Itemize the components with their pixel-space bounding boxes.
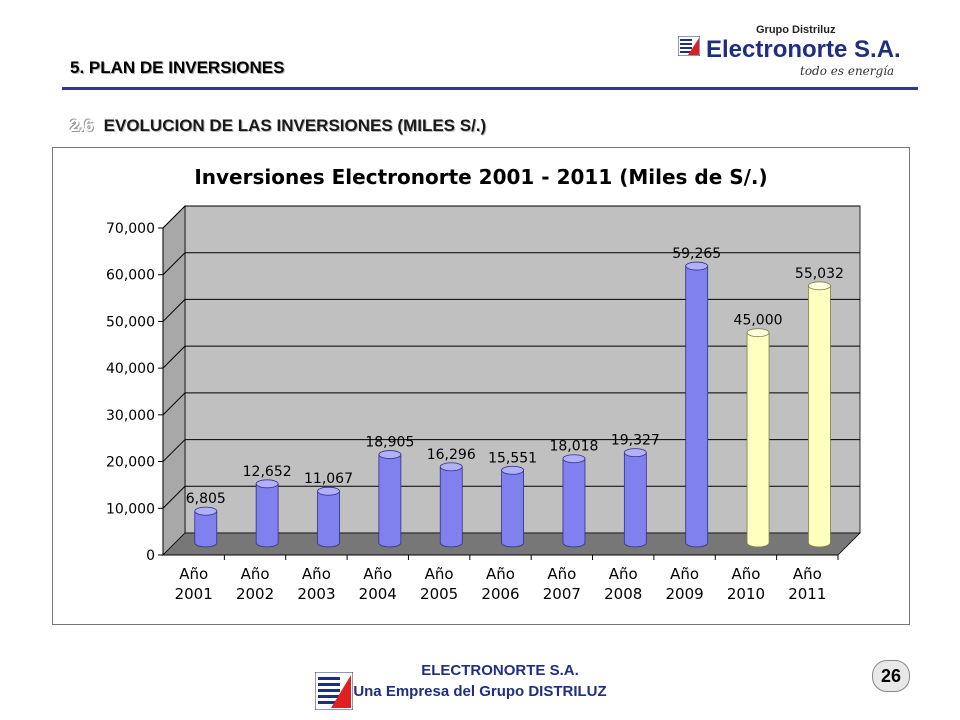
company-logo: Grupo Distriluz Electronorte S.A. todo e…: [676, 18, 916, 80]
x-tick-label: Año: [609, 565, 638, 583]
bar-top-2004: [378, 450, 402, 459]
header-rule: [62, 87, 918, 90]
y-tick-label: 0: [146, 548, 155, 564]
gridline: [162, 252, 860, 276]
footer: ELECTRONORTE S.A. Una Empresa del Grupo …: [0, 662, 960, 700]
value-label: 18,905: [365, 435, 414, 451]
x-tick-label: 2008: [604, 585, 642, 603]
x-tick-label: Año: [241, 565, 270, 583]
x-tick-label: Año: [363, 565, 392, 583]
y-tick-label: 30,000: [106, 408, 155, 424]
subsection-text: EVOLUCION DE LAS INVERSIONES (MILES S/.): [103, 116, 487, 135]
gridline: [162, 205, 860, 229]
bar-2011: [808, 285, 831, 548]
x-tick-label: Año: [731, 565, 760, 583]
section-title: 5. PLAN DE INVERSIONES: [70, 58, 285, 77]
y-tick-label: 20,000: [106, 455, 155, 471]
logo-brand-name: Electronorte S.A.: [706, 36, 901, 63]
x-tick-label: Año: [179, 565, 208, 583]
x-tick-label: 2009: [665, 585, 703, 603]
y-tick-label: 60,000: [106, 268, 155, 284]
gridline: [162, 298, 860, 322]
bar-top-2007: [562, 454, 586, 464]
bar-top-2001: [194, 506, 218, 516]
bar-top-2003: [317, 486, 340, 496]
value-label: 55,032: [795, 266, 844, 282]
subsection-title: 2.6 EVOLUCION DE LAS INVERSIONES (MILES S…: [70, 116, 486, 136]
bar-2001: [194, 510, 218, 548]
value-label: 59,265: [672, 246, 721, 262]
bar-2008: [623, 452, 647, 548]
x-tick-label: 2011: [788, 585, 826, 603]
value-label: 15,551: [488, 450, 537, 466]
gridline: [162, 392, 860, 416]
value-label: 19,327: [611, 433, 660, 449]
bar-top-2005: [439, 462, 463, 472]
bar-top-2008: [623, 448, 647, 458]
bar-2007: [562, 458, 586, 548]
x-tick-label: 2007: [543, 585, 581, 603]
value-label: 45,000: [734, 313, 783, 329]
value-label: 16,296: [427, 447, 476, 463]
x-tick-label: 2001: [175, 585, 213, 603]
bar-top-2009: [685, 261, 709, 271]
bar-2006: [501, 469, 524, 548]
footer-tagline: Una Empresa del Grupo DISTRILUZ: [353, 683, 607, 700]
bar-2009: [685, 265, 709, 548]
bar-top-2006: [501, 465, 525, 475]
x-tick-label: 2003: [297, 585, 335, 603]
x-tick-label: 2006: [481, 585, 519, 603]
y-tick-label: 10,000: [106, 501, 155, 517]
x-tick-label: Año: [486, 565, 515, 583]
page-number: 26: [872, 660, 910, 692]
x-tick-label: 2010: [727, 585, 765, 603]
subsection-number: 2.6: [70, 116, 94, 135]
bar-2005: [439, 466, 463, 548]
bar-2002: [255, 483, 279, 548]
electronorte-logo-icon: [678, 36, 700, 56]
y-tick-label: 70,000: [106, 221, 155, 237]
investment-chart: Inversiones Electronorte 2001 - 2011 (Mi…: [106, 165, 861, 603]
bar-2003: [317, 490, 340, 548]
x-tick-label: Año: [670, 565, 699, 583]
bar-2010: [746, 332, 770, 548]
x-tick-label: Año: [547, 565, 576, 583]
chart-side-wall: [162, 205, 186, 556]
value-label: 11,067: [304, 471, 353, 487]
x-tick-label: 2005: [420, 585, 458, 603]
x-tick-label: Año: [793, 565, 822, 583]
logo-group-name: Grupo Distriluz: [756, 24, 836, 36]
bar-top-2011: [808, 281, 831, 291]
bar-top-2002: [255, 479, 279, 489]
y-tick-label: 50,000: [106, 314, 155, 330]
x-tick-label: 2002: [236, 585, 274, 603]
distriluz-logo-icon: [315, 672, 353, 710]
footer-company-name: ELECTRONORTE S.A.: [421, 662, 579, 679]
chart-title: Inversiones Electronorte 2001 - 2011 (Mi…: [194, 165, 767, 189]
logo-tagline: todo es energía: [800, 64, 895, 78]
bar-2004: [378, 454, 402, 548]
value-label: 18,018: [549, 439, 598, 455]
bar-top-2010: [746, 328, 770, 338]
value-label: 6,805: [186, 491, 226, 507]
chart-frame: Inversiones Electronorte 2001 - 2011 (Mi…: [52, 147, 910, 625]
value-label: 12,652: [243, 464, 292, 480]
gridline: [162, 345, 860, 369]
x-tick-label: Año: [302, 565, 331, 583]
gridline: [162, 439, 860, 462]
y-tick-label: 40,000: [106, 361, 155, 377]
x-tick-label: 2004: [359, 585, 397, 603]
x-tick-label: Año: [425, 565, 454, 583]
